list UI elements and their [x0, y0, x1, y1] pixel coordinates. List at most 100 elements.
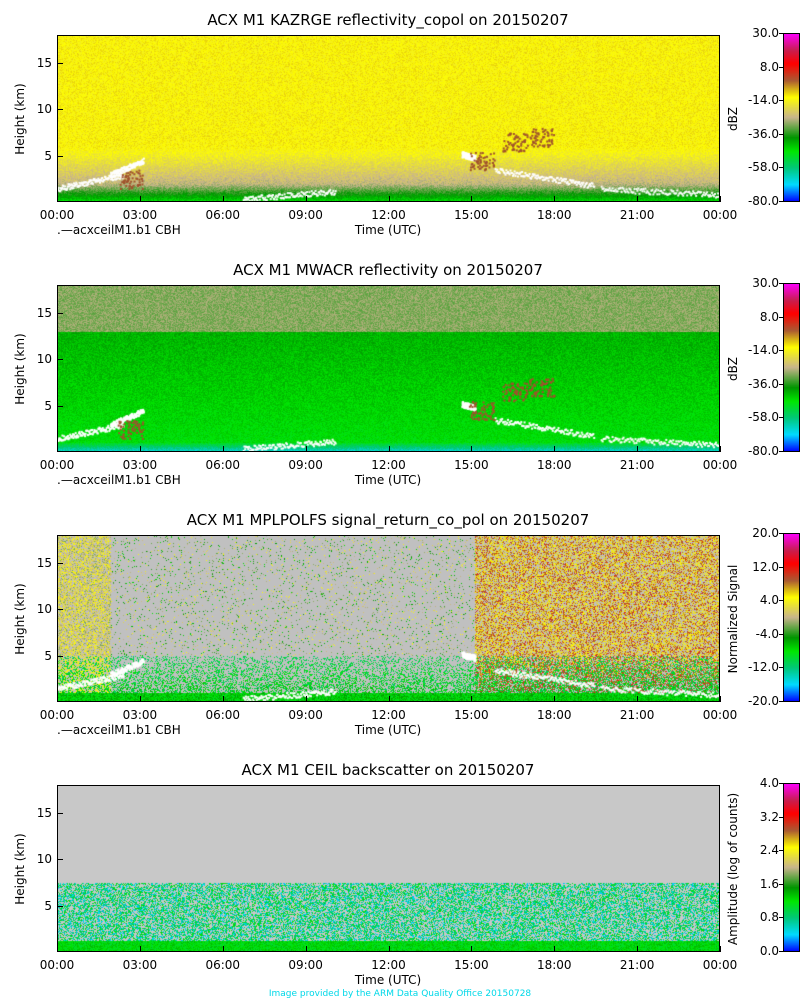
x-tick-label: 06:00: [205, 208, 241, 222]
x-tick-mark: [305, 696, 307, 702]
x-tick-label: 18:00: [536, 708, 572, 722]
x-tick-label: 15:00: [454, 708, 489, 722]
x-tick-label: 15:00: [454, 458, 489, 472]
colorbar-tick-mark: [779, 100, 783, 102]
colorbar-tick-label: -36.0: [747, 126, 779, 141]
colorbar-tick-mark: [779, 600, 783, 602]
y-tick-mark: [57, 405, 63, 407]
x-tick-mark: [720, 696, 721, 702]
x-tick-mark: [388, 446, 390, 452]
colorbar-tick-label: -36.0: [747, 376, 779, 391]
colorbar-tick-label: 1.6: [759, 876, 779, 891]
colorbar: [783, 783, 800, 952]
x-tick-mark: [305, 196, 307, 202]
x-tick-mark: [554, 946, 556, 952]
x-tick-mark: [637, 696, 639, 702]
x-tick-mark: [305, 446, 307, 452]
x-axis-label: Time (UTC): [354, 473, 422, 487]
x-tick-mark: [637, 946, 639, 952]
x-tick-label: 00:00: [702, 958, 738, 972]
y-tick-label: 5: [44, 898, 52, 913]
colorbar-tick-mark: [779, 917, 783, 919]
colorbar-tick-mark: [779, 283, 783, 284]
x-tick-label: 21:00: [619, 958, 655, 972]
colorbar-tick-mark: [779, 533, 783, 534]
colorbar-tick-mark: [779, 850, 783, 852]
x-tick-label: 03:00: [122, 208, 158, 222]
heatmap-1: [57, 35, 720, 202]
y-tick-label: 10: [36, 102, 52, 117]
y-tick-label: 5: [44, 648, 52, 663]
colorbar-tick-label: -14.0: [747, 343, 779, 358]
y-tick-label: 5: [44, 398, 52, 413]
x-tick-label: 06:00: [205, 458, 241, 472]
colorbar-tick-mark: [779, 451, 783, 452]
x-tick-mark: [388, 946, 390, 952]
colorbar-tick-label: 8.0: [759, 59, 779, 74]
colorbar-label: Normalized Signal: [726, 564, 740, 673]
y-tick-label: 5: [44, 148, 52, 163]
x-tick-label: 03:00: [122, 958, 158, 972]
x-tick-mark: [637, 446, 639, 452]
x-tick-mark: [554, 196, 556, 202]
footer-credit: Image provided by the ARM Data Quality O…: [268, 989, 532, 999]
colorbar-tick-mark: [779, 33, 783, 34]
y-axis-label: Height (km): [13, 82, 27, 155]
colorbar-tick-label: 30.0: [752, 26, 779, 40]
colorbar-tick-label: -4.0: [755, 626, 779, 641]
colorbar-tick-label: 8.0: [759, 309, 779, 324]
x-tick-label: 06:00: [205, 708, 241, 722]
x-tick-mark: [471, 696, 473, 702]
x-tick-mark: [388, 196, 390, 202]
x-tick-mark: [554, 446, 556, 452]
y-tick-mark: [57, 812, 63, 814]
x-tick-label: 15:00: [454, 208, 489, 222]
y-tick-label: 15: [36, 305, 52, 320]
x-tick-mark: [139, 196, 141, 202]
x-tick-mark: [305, 946, 307, 952]
y-tick-label: 10: [36, 602, 52, 617]
y-tick-mark: [57, 655, 63, 657]
colorbar-label: dBZ: [726, 356, 740, 381]
colorbar-tick-label: 2.4: [759, 843, 779, 858]
x-tick-label: 00:00: [39, 958, 75, 972]
colorbar-tick-label: -80.0: [747, 194, 779, 208]
colorbar-tick-mark: [779, 816, 783, 818]
y-tick-mark: [57, 609, 63, 611]
y-tick-label: 15: [36, 555, 52, 570]
x-tick-label: 09:00: [288, 458, 323, 472]
colorbar-tick-mark: [779, 566, 783, 568]
colorbar-tick-label: 30.0: [752, 276, 779, 290]
cbh-legend: .—acxceilM1.b1 CBH: [57, 473, 181, 487]
x-tick-label: 00:00: [39, 708, 75, 722]
x-tick-mark: [139, 946, 141, 952]
x-axis-label: Time (UTC): [354, 973, 422, 987]
x-tick-label: 15:00: [454, 958, 489, 972]
x-tick-label: 18:00: [536, 208, 572, 222]
x-tick-label: 18:00: [536, 958, 572, 972]
x-tick-label: 06:00: [205, 958, 241, 972]
y-axis-label: Height (km): [13, 332, 27, 405]
colorbar: [783, 283, 800, 452]
colorbar-tick-label: 3.2: [759, 809, 779, 824]
x-tick-label: 21:00: [619, 208, 655, 222]
x-tick-mark: [57, 446, 58, 452]
y-axis-label: Height (km): [13, 832, 27, 905]
colorbar-tick-label: -58.0: [747, 410, 779, 425]
y-tick-label: 15: [36, 55, 52, 70]
x-tick-label: 12:00: [371, 208, 406, 222]
x-tick-mark: [222, 946, 224, 952]
x-tick-mark: [57, 696, 58, 702]
colorbar-tick-label: 12.0: [752, 559, 779, 574]
x-tick-mark: [554, 696, 556, 702]
x-tick-label: 21:00: [619, 708, 655, 722]
colorbar-tick-mark: [779, 633, 783, 635]
colorbar-label: dBZ: [726, 106, 740, 131]
colorbar-tick-mark: [779, 883, 783, 885]
chart-title: ACX M1 CEIL backscatter on 20150207: [241, 761, 535, 779]
y-tick-mark: [57, 62, 63, 64]
chart-title: ACX M1 MPLPOLFS signal_return_co_pol on …: [186, 511, 590, 529]
x-tick-label: 00:00: [39, 208, 75, 222]
x-tick-mark: [57, 946, 58, 952]
x-axis-label: Time (UTC): [354, 723, 422, 737]
